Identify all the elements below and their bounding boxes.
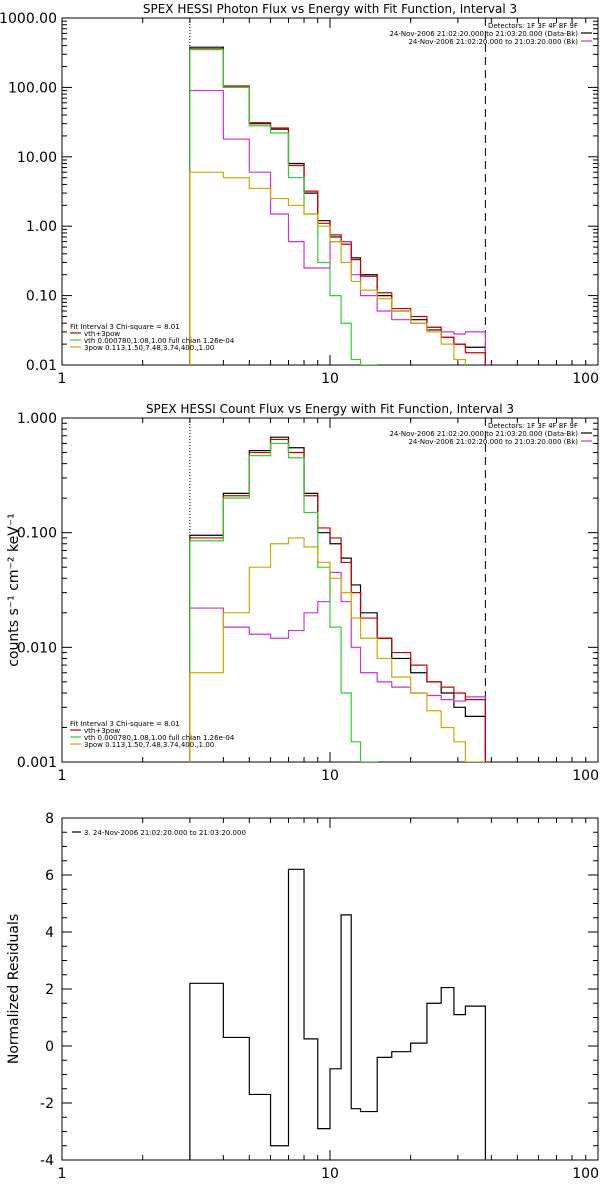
chart-panel-3: Normalized Residuals 1 10 100 8 6 4 2 0 -2 -4 3. 24… — [6, 811, 599, 1182]
y-tick-label: 0.010 — [17, 640, 57, 656]
legend-bottom-line: Fit Interval 3 Chi-square = 8.01 — [70, 323, 180, 331]
series-3-line — [189, 442, 486, 762]
legend-top-line: 3. 24-Nov-2006 21:02:20.000 to 21:03:20.… — [84, 829, 246, 837]
legend-top-line: 24-Nov-2006 21:02:20.000 to 21:03:20.000… — [408, 38, 578, 46]
legend-top-line: Detectors: 1F 3F 4F 8F 9F — [488, 422, 578, 430]
y-tick-label: 2 — [45, 982, 54, 998]
legend-top-line: Detectors: 1F 3F 4F 8F 9F — [488, 22, 578, 30]
series-1-line — [189, 89, 486, 365]
legend-bottom-line: 3pow 0.113,1.50,7.48,3.74,400.,1.00 — [84, 741, 214, 749]
y-tick-label: 0.100 — [17, 526, 57, 542]
x-tick-label: 10 — [321, 1166, 339, 1182]
legend-bottom-line: Fit Interval 3 Chi-square = 8.01 — [70, 720, 180, 728]
y-tick-label: 1000.00 — [0, 11, 57, 27]
series-2-line — [189, 48, 486, 365]
series-4-line — [189, 537, 486, 762]
y-tick-label: 0.001 — [17, 755, 57, 771]
x-tick-label: 100 — [572, 371, 599, 387]
x-tick-label: 100 — [572, 1166, 599, 1182]
y-tick-label: -2 — [40, 1096, 54, 1112]
y-tick-label: 8 — [45, 811, 54, 827]
chart-panel-1: SPEX HESSI Photon Flux vs Energy with Fi… — [0, 2, 599, 387]
y-tick-label: 1.00 — [26, 219, 57, 235]
legend-bottom-line: vth+3pow — [84, 727, 120, 735]
chart-title: SPEX HESSI Count Flux vs Energy with Fit… — [146, 402, 514, 416]
x-tick-label: 100 — [572, 768, 599, 784]
y-tick-label: 10.00 — [17, 150, 57, 166]
series-1-line — [189, 571, 486, 762]
x-tick-label: 1 — [58, 768, 67, 784]
series-4-line — [189, 171, 486, 365]
y-tick-label: 6 — [45, 868, 54, 884]
plot-frame — [61, 17, 599, 366]
y-tick-label: 0 — [45, 1039, 54, 1055]
x-tick-label: 1 — [58, 371, 67, 387]
series-0-line — [189, 46, 486, 365]
legend-bottom-line: vth 0.000780,1.08,1.00 full chian 1.26e-… — [84, 734, 235, 742]
y-tick-label: 0.01 — [26, 358, 57, 374]
legend-bottom-line: 3pow 0.113,1.50,7.48,3.74,400.,1.00 — [84, 344, 214, 352]
chart-panel-2: SPEX HESSI Count Flux vs Energy with Fit… — [6, 402, 599, 784]
y-tick-label: 4 — [45, 925, 54, 941]
legend-bottom-line: vth 0.000780,1.08,1.00 full chian 1.26e-… — [84, 337, 235, 345]
y-tick-label: -4 — [40, 1153, 54, 1169]
y-axis-label: Normalized Residuals — [6, 914, 22, 1064]
legend-top-line: 24-Nov-2006 21:02:20.000 to 21:03:20.000… — [389, 430, 578, 438]
x-tick-label: 1 — [58, 1166, 67, 1182]
series-3-line — [189, 49, 486, 365]
y-tick-label: 0.10 — [26, 289, 57, 305]
y-tick-label: 100.00 — [8, 80, 57, 96]
series-0-line — [189, 868, 486, 1160]
y-axis-label: counts s⁻¹ cm⁻² keV⁻¹ — [6, 513, 22, 667]
y-tick-label: 1.000 — [17, 411, 57, 427]
legend-top-line: 24-Nov-2006 21:02:20.000 to 21:03:20.000… — [389, 30, 578, 38]
legend-top-line: 24-Nov-2006 21:02:20.000 to 21:03:20.000… — [408, 438, 578, 446]
chart-title: SPEX HESSI Photon Flux vs Energy with Fi… — [143, 2, 517, 16]
x-tick-label: 10 — [321, 371, 339, 387]
legend-bottom-line: vth+3pow — [84, 330, 120, 338]
x-tick-label: 10 — [321, 768, 339, 784]
